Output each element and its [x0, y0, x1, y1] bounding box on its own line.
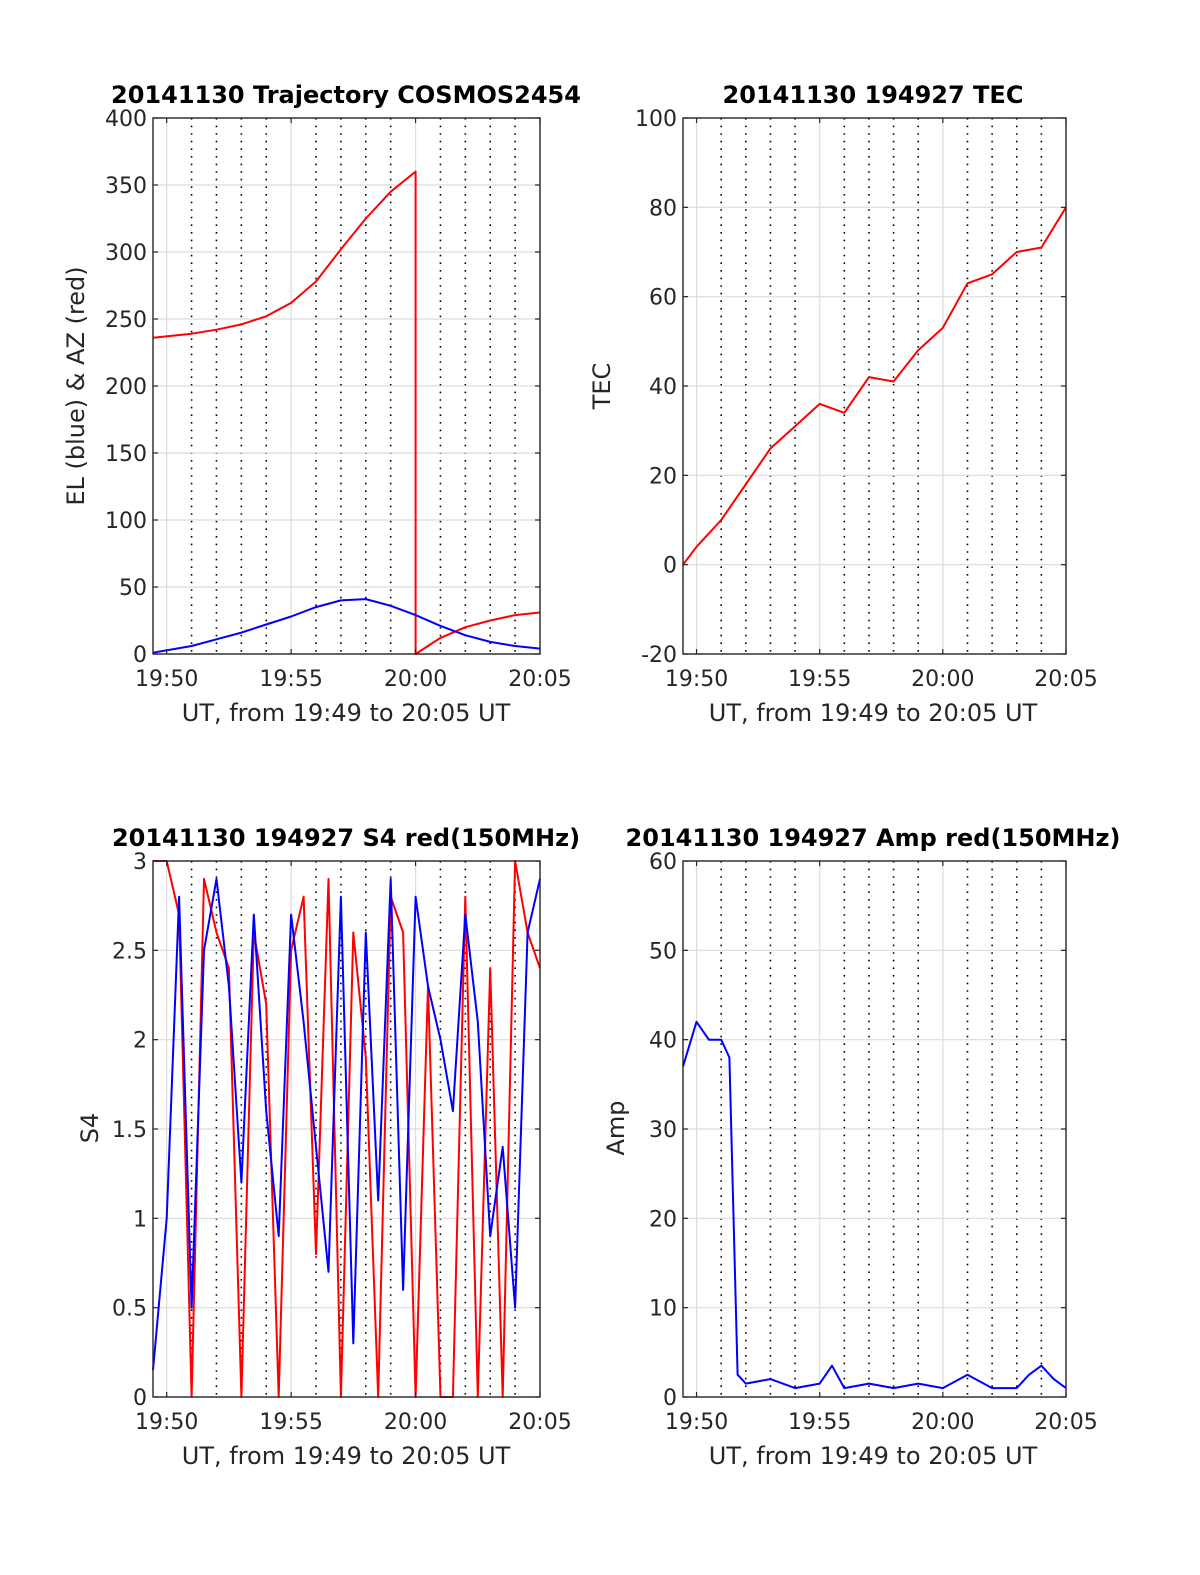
x-tick-labels: 19:50 19:55 20:00 20:05 — [665, 118, 1098, 692]
y-tick-label: 0 — [663, 1386, 677, 1411]
chart-title: 20141130 194927 Amp red(150MHz) — [626, 824, 1121, 852]
y-tick-label: 0 — [663, 554, 677, 579]
x-tick-labels: 19:50 19:55 20:00 20:05 — [665, 861, 1098, 1435]
x-tick-label: 19:55 — [788, 667, 851, 692]
y-tick-label: 0 — [133, 1386, 147, 1411]
y-tick-labels: 0 50 100 150 200 250 300 350 400 — [105, 107, 540, 668]
panel-tec: 20141130 194927 TEC TEC UT, from 19:49 t… — [588, 81, 1098, 727]
y-tick-label: 100 — [105, 509, 147, 534]
chart-title: 20141130 194927 TEC — [723, 81, 1024, 109]
data-lines — [682, 206, 1067, 566]
series-line-1 — [682, 206, 1067, 566]
y-axis-label: Amp — [602, 1100, 630, 1155]
y-tick-label: 150 — [105, 442, 147, 467]
y-tick-label: 40 — [649, 1029, 677, 1054]
chart-title: 20141130 Trajectory COSMOS2454 — [111, 81, 581, 109]
y-tick-label: 2 — [133, 1029, 147, 1054]
x-tick-label: 19:55 — [259, 667, 322, 692]
y-tick-label: 10 — [649, 1297, 677, 1322]
x-tick-label: 20:05 — [1034, 667, 1097, 692]
y-tick-label: 100 — [635, 107, 677, 132]
y-tick-label: 40 — [649, 375, 677, 400]
y-tick-label: 1.5 — [112, 1118, 147, 1143]
y-tick-label: 50 — [119, 576, 147, 601]
x-tick-label: 20:05 — [1034, 1410, 1097, 1435]
y-tick-label: 0.5 — [112, 1297, 147, 1322]
series-line-1 — [682, 1020, 1067, 1390]
y-tick-label: 60 — [649, 850, 677, 875]
x-tick-label: 20:05 — [508, 667, 571, 692]
x-tick-label: 20:00 — [384, 667, 447, 692]
y-tick-label: 20 — [649, 1207, 677, 1232]
y-axis-label: S4 — [76, 1113, 104, 1144]
x-tick-label: 19:50 — [135, 667, 198, 692]
data-lines — [152, 860, 541, 1398]
panel-s4: 20141130 194927 S4 red(150MHz) S4 UT, fr… — [76, 824, 580, 1470]
series-line-2 — [152, 598, 541, 654]
panel-amp: 20141130 194927 Amp red(150MHz) Amp UT, … — [602, 824, 1120, 1470]
x-tick-labels: 19:50 19:55 20:00 20:05 — [135, 118, 572, 692]
y-tick-label: 200 — [105, 375, 147, 400]
y-tick-label: 3 — [133, 850, 147, 875]
x-tick-label: 19:50 — [665, 1410, 728, 1435]
y-tick-label: 350 — [105, 174, 147, 199]
y-tick-label: -20 — [641, 643, 677, 668]
series-line-1 — [152, 170, 541, 655]
x-axis-label: UT, from 19:49 to 20:05 UT — [182, 699, 511, 727]
x-tick-label: 19:55 — [259, 1410, 322, 1435]
x-axis-label: UT, from 19:49 to 20:05 UT — [709, 699, 1038, 727]
x-axis-label: UT, from 19:49 to 20:05 UT — [709, 1442, 1038, 1470]
x-tick-label: 19:50 — [135, 1410, 198, 1435]
y-axis-label: TEC — [588, 363, 616, 411]
x-tick-label: 20:05 — [508, 1410, 571, 1435]
y-tick-label: 0 — [133, 643, 147, 668]
chart-title: 20141130 194927 S4 red(150MHz) — [112, 824, 580, 852]
x-tick-label: 20:00 — [911, 1410, 974, 1435]
y-tick-labels: 0 0.5 1 1.5 2 2.5 3 — [112, 850, 540, 1411]
data-lines — [152, 170, 541, 655]
y-tick-label: 50 — [649, 939, 677, 964]
y-tick-label: 30 — [649, 1118, 677, 1143]
y-tick-label: 1 — [133, 1207, 147, 1232]
series-line-1 — [153, 860, 541, 1398]
y-tick-label: 250 — [105, 308, 147, 333]
x-tick-labels: 19:50 19:55 20:00 20:05 — [135, 861, 572, 1435]
y-tick-label: 80 — [649, 196, 677, 221]
panel-trajectory: 20141130 Trajectory COSMOS2454 EL (blue)… — [62, 81, 581, 727]
x-tick-label: 19:50 — [665, 667, 728, 692]
data-lines — [682, 1020, 1067, 1390]
x-tick-label: 20:00 — [911, 667, 974, 692]
x-axis-label: UT, from 19:49 to 20:05 UT — [182, 1442, 511, 1470]
y-axis-label: EL (blue) & AZ (red) — [62, 266, 90, 505]
y-tick-label: 2.5 — [112, 939, 147, 964]
y-tick-label: 300 — [105, 241, 147, 266]
x-tick-label: 20:00 — [384, 1410, 447, 1435]
y-tick-label: 400 — [105, 107, 147, 132]
y-tick-label: 60 — [649, 286, 677, 311]
y-tick-labels: 0 10 20 30 40 50 60 — [649, 850, 1066, 1411]
x-tick-label: 19:55 — [788, 1410, 851, 1435]
y-tick-labels: -20 0 20 40 60 80 100 — [635, 107, 1066, 668]
series-line-2 — [152, 877, 541, 1371]
y-tick-label: 20 — [649, 464, 677, 489]
